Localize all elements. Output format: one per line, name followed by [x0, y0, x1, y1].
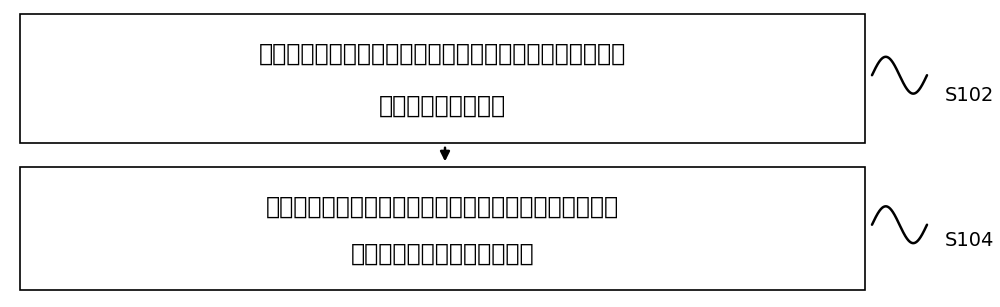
FancyBboxPatch shape — [20, 14, 865, 143]
Text: 确定变压器发生匝间短路故障: 确定变压器发生匝间短路故障 — [351, 241, 534, 265]
Text: 在第一负序电流和第二负序电流满足目标条件的情况下，: 在第一负序电流和第二负序电流满足目标条件的情况下， — [266, 195, 619, 219]
Text: S104: S104 — [945, 231, 994, 251]
Text: 获取变压器在基频下的一次侧绕组的第一负序电流和二次侧: 获取变压器在基频下的一次侧绕组的第一负序电流和二次侧 — [259, 42, 626, 66]
Text: 绕组的第二负序电流: 绕组的第二负序电流 — [379, 94, 506, 118]
Text: S102: S102 — [945, 86, 994, 105]
FancyBboxPatch shape — [20, 167, 865, 290]
